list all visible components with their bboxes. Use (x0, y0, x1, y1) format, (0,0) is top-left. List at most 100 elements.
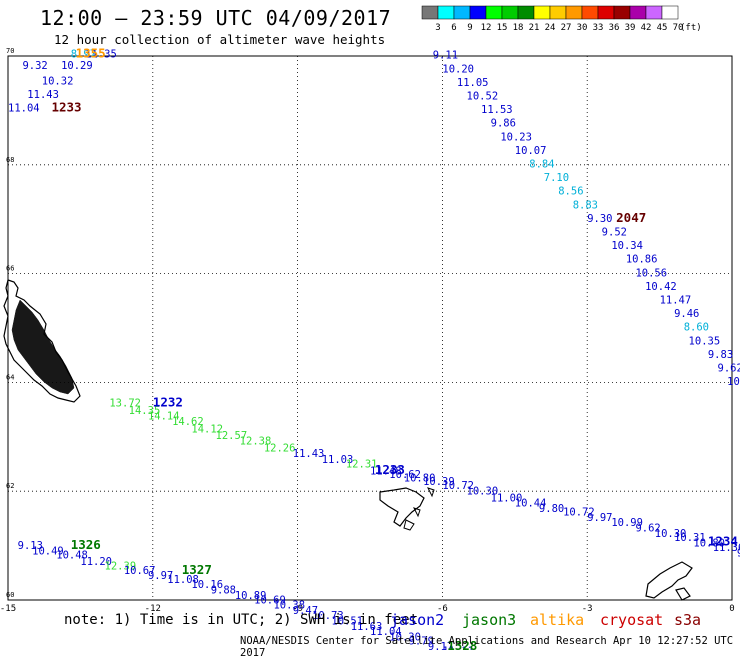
colorbar-tick-label: 36 (609, 23, 620, 33)
wave-height-label: 10.30 (467, 485, 499, 497)
wave-height-label: 9.13 (18, 540, 43, 552)
legend-s3a: s3a (674, 611, 702, 629)
wave-height-label: 9.62 (718, 363, 740, 375)
wave-height-label: 8.97 (71, 49, 96, 61)
colorbar-swatch (645, 5, 663, 20)
legend-jason2: jason2 (390, 611, 445, 629)
wave-height-label: 8.56 (558, 186, 583, 198)
wave-height-label: 10.29 (61, 60, 93, 72)
pass-time-label: 1326 (71, 537, 101, 552)
wave-height-label: 9.97 (587, 512, 612, 524)
wave-height-label: 10.72 (442, 480, 474, 492)
pass-time-label: 1327 (182, 562, 212, 577)
x-tick-label: -9 (292, 604, 303, 614)
wave-height-label: 10.69 (254, 594, 286, 606)
wave-height-label: 10.67 (124, 565, 156, 577)
y-tick-label: 70 (6, 47, 14, 55)
wave-height-label: 10.80 (693, 538, 725, 550)
wave-height-label: 11.43 (27, 89, 59, 101)
colorbar-swatch (501, 5, 519, 20)
x-tick-label: -6 (437, 604, 448, 614)
wave-height-label: 10.44 (515, 497, 547, 509)
wave-height-label: 9.62 (635, 522, 660, 534)
colorbar-tick-label: 24 (545, 23, 556, 33)
colorbar-swatch (613, 5, 631, 20)
wave-height-label: 9.24 (737, 547, 740, 559)
pass-time-label: 1328 (447, 638, 477, 650)
pass-time-label: 1234 (708, 534, 738, 549)
wave-height-label: 9.47 (293, 605, 318, 617)
page-title: 12:00 – 23:59 UTC 04/09/2017 (40, 6, 392, 30)
wave-height-label: 10.30 (655, 528, 687, 540)
wave-height-label: 10.73 (312, 610, 344, 622)
wave-height-label: 9.17 (428, 641, 453, 650)
wave-height-label: 10.80 (404, 472, 436, 484)
pass-time-label: 1232 (153, 394, 183, 409)
y-tick-label: 64 (6, 373, 14, 381)
wave-height-label: 10.34 (611, 240, 643, 252)
colorbar-swatch (453, 5, 471, 20)
wave-height-label: 11.43 (293, 448, 325, 460)
wave-height-label: 10.51 (331, 615, 363, 627)
wave-height-label: 10.38 (273, 600, 305, 612)
colorbar-swatch (485, 5, 503, 20)
page-subtitle: 12 hour collection of altimeter wave hei… (54, 32, 386, 47)
colorbar-tick-label: 45 (657, 23, 668, 33)
wave-height-label: 8.83 (573, 199, 598, 211)
wave-height-label: 12.39 (105, 561, 137, 573)
legend-jason3: jason3 (462, 611, 517, 629)
wave-height-label: 11.05 (457, 77, 489, 89)
wave-height-label: 10.39 (423, 476, 455, 488)
wave-height-label: 10.52 (467, 91, 499, 103)
wave-height-label: 10.16 (191, 579, 223, 591)
pass-time-label: 2047 (616, 210, 646, 225)
wave-height-label: 9.30 (587, 213, 612, 225)
wave-height-label: 10. (727, 376, 740, 388)
legend-altika: altika (530, 611, 585, 629)
wave-height-label: 12.26 (264, 442, 296, 454)
wave-height-label: 10.32 (42, 75, 74, 87)
colorbar-swatch (517, 5, 535, 20)
wave-height-label: 9.86 (491, 118, 516, 130)
colorbar-swatch (629, 5, 647, 20)
faroe-islands (379, 487, 425, 527)
wave-height-label: 11.04 (370, 626, 402, 638)
y-tick-label: 68 (6, 156, 14, 164)
colorbar-swatch (549, 5, 567, 20)
wave-height-label: 12.38 (240, 435, 272, 447)
colorbar-tick-label: 3 (435, 23, 440, 33)
colorbar-tick-label: 27 (561, 23, 572, 33)
colorbar-tick-label: 39 (625, 23, 636, 33)
legend-cryosat: cryosat (600, 611, 664, 629)
wave-height-label: 9.97 (148, 570, 173, 582)
wave-height-label: 11.00 (491, 493, 523, 505)
wave-height-label: 10.07 (515, 145, 547, 157)
wave-height-label: 9.11 (433, 50, 458, 62)
y-tick-label: 66 (6, 265, 14, 273)
wave-height-label: 7.10 (544, 172, 569, 184)
colorbar-tick-label: 70 (673, 23, 684, 33)
wave-height-label: 11.36 (713, 542, 740, 554)
landmass-outlines (3, 279, 693, 601)
wave-height-label: 10.35 (689, 335, 721, 347)
colorbar-tick-label: 42 (641, 23, 652, 33)
colorbar-swatch (469, 5, 487, 20)
wave-height-label: 14.62 (172, 416, 204, 428)
colorbar-swatch (597, 5, 615, 20)
colorbar-swatch (661, 5, 679, 20)
colorbar-tick-label: 30 (577, 23, 588, 33)
x-tick-label: -3 (582, 604, 593, 614)
x-tick-label: -15 (0, 604, 16, 614)
wave-height-label: 10.31 (674, 532, 706, 544)
faroe-islands-small (403, 487, 435, 531)
wave-height-label: 9.79 (409, 636, 434, 648)
wave-height-label: 8.60 (684, 322, 709, 334)
map-grid: -15 -12 -9 -6 -3 0 70 68 66 64 62 60 (0, 47, 735, 614)
wave-height-label: 9.52 (602, 227, 627, 239)
colorbar-swatch (421, 5, 439, 20)
pass-time-label: 1233 (375, 462, 405, 477)
colorbar-tick-label: 33 (593, 23, 604, 33)
colorbar-tick-label: 12 (481, 23, 492, 33)
wave-height-label: 9.83 (708, 349, 733, 361)
